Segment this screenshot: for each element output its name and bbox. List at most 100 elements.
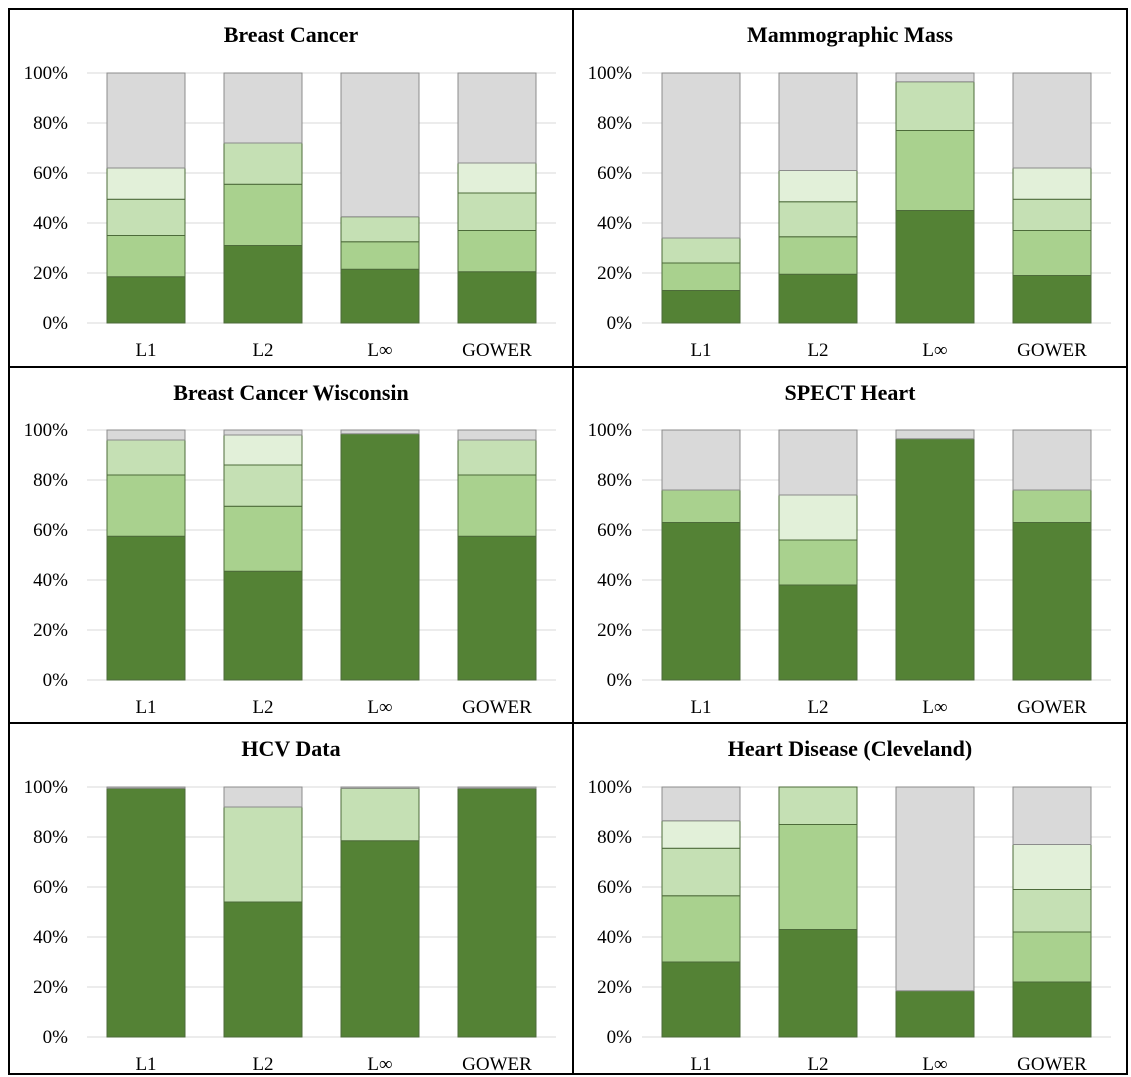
bar-segment [895,81,975,131]
bar-segment [457,786,537,789]
bar-segment [457,787,537,1038]
y-tick-label: 20% [33,620,68,641]
y-tick-label: 40% [33,213,68,234]
y-tick-label: 20% [33,263,68,284]
y-tick-label: 0% [43,670,69,691]
y-tick-label: 20% [33,977,68,998]
bar-segment [106,787,186,1038]
bar-segment [457,535,537,681]
bar-segment [1012,429,1092,491]
x-tick-label: L2 [252,340,273,361]
y-tick-label: 100% [24,63,69,84]
bar-segment [223,786,303,808]
x-tick-label: GOWER [462,697,532,718]
bar-segment [1012,230,1092,276]
chart-plot: 0% 20% 40% 60% 80% 100% L1 L2 L∞ GOWER [588,777,1111,1075]
bar-segment [340,433,420,681]
bar-segment [106,276,186,324]
bar-segment [106,439,186,476]
y-tick-label: 60% [597,877,632,898]
bar-segment [895,438,975,681]
bar-segment [457,192,537,231]
y-tick-label: 100% [588,63,633,84]
bar-segment [106,198,186,236]
y-tick-label: 100% [24,420,69,441]
y-tick-label: 0% [607,670,633,691]
y-tick-label: 60% [33,520,68,541]
y-tick-label: 40% [597,213,632,234]
bar-segment [778,929,858,1038]
bar-segment [778,539,858,586]
bar-segment [778,201,858,238]
bar-segment [223,183,303,246]
x-tick-label: GOWER [462,1054,532,1075]
bar-segment [895,130,975,211]
bar-segment [223,245,303,324]
chart-plot: 0% 20% 40% 60% 80% 100% L1 L2 L∞ GOWER [588,63,1111,361]
bar-segment [340,216,420,243]
bar-segment [1012,786,1092,845]
y-tick-label: 20% [597,977,632,998]
bar-segment [340,787,420,842]
x-tick-label: L1 [690,1054,711,1075]
bar-segment [778,824,858,930]
bar-segment [106,786,186,789]
y-tick-label: 100% [24,777,69,798]
bar-segment [1012,72,1092,169]
bar-segment [223,505,303,572]
bar-segment [661,489,741,523]
bar-segment [1012,889,1092,933]
bar-segment [457,429,537,441]
x-tick-label: GOWER [462,340,532,361]
x-tick-label: L∞ [367,340,392,361]
x-tick-label: L∞ [367,1054,392,1075]
y-tick-label: 100% [588,777,633,798]
bar-segment [661,847,741,897]
bar-segment [778,494,858,541]
bar-segment [661,72,741,239]
x-tick-label: L∞ [367,697,392,718]
bar-segment [1012,844,1092,890]
bar-segment [457,162,537,194]
bar-segment [457,474,537,537]
y-tick-label: 60% [597,163,632,184]
y-tick-label: 80% [33,470,68,491]
bar-segment [661,429,741,491]
panel-breast-cancer: Breast Cancer 0% 20% 40% 60% 80% 100% L1 L2 L∞ GO… [8,8,574,368]
bar-segment [106,535,186,681]
bar-segment [223,142,303,185]
bar-segment [223,429,303,436]
y-tick-label: 80% [33,827,68,848]
bar-segment [457,439,537,476]
y-tick-label: 40% [597,570,632,591]
y-tick-label: 0% [607,1027,633,1048]
bar-segment [1012,167,1092,200]
bar-segment [895,210,975,324]
bar-segment [895,72,975,83]
chart-title: HCV Data [241,736,341,761]
bar-segment [895,990,975,1038]
chart-plot: 0% 20% 40% 60% 80% 100% L1 L2 L∞ GOWER [24,420,556,718]
bar-segment [661,786,741,822]
x-tick-label: L1 [690,340,711,361]
bar-segment [661,522,741,681]
y-tick-label: 40% [33,570,68,591]
bar-segment [661,895,741,963]
panel-heart-disease-cleveland: Heart Disease (Cleveland) 0% 20% 40% 60% 80%… [572,722,1128,1075]
x-tick-label: L1 [135,340,156,361]
bar-segment [661,290,741,324]
x-tick-label: L1 [135,1054,156,1075]
x-tick-label: GOWER [1017,1054,1087,1075]
bar-segment [778,786,858,825]
bar-segment [223,464,303,507]
bar-segment [778,584,858,681]
x-tick-label: L2 [252,697,273,718]
x-tick-label: L∞ [922,340,947,361]
bar-segment [340,72,420,218]
y-tick-label: 60% [33,877,68,898]
y-tick-label: 100% [588,420,633,441]
bar-segment [778,236,858,275]
bar-segment [778,170,858,203]
bar-segment [1012,931,1092,983]
